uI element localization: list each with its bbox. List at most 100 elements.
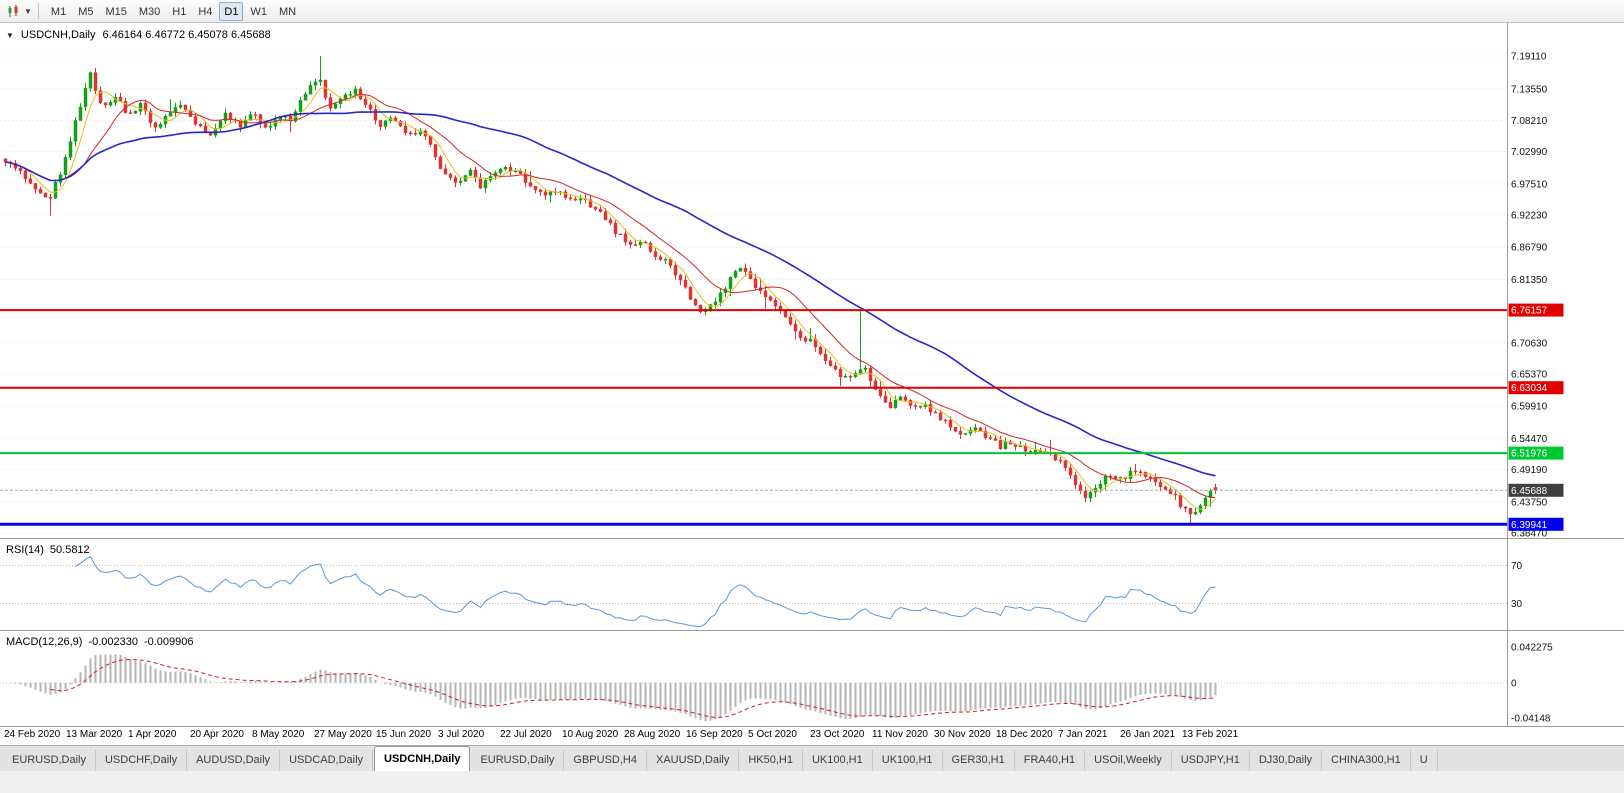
date-tick-label: 13 Mar 2020 [66, 729, 123, 740]
macd-signal-line [50, 658, 1216, 718]
price-tick-label: 6.54470 [1511, 434, 1548, 445]
bid-price-badge-label: 6.45688 [1511, 486, 1548, 497]
panel-dividers [0, 538, 1624, 727]
date-tick-label: 30 Nov 2020 [934, 729, 991, 740]
tab-15-dj30-daily[interactable]: DJ30,Daily [1249, 750, 1323, 771]
timeframe-button-m1[interactable]: M1 [50, 5, 67, 18]
macd-histogram [9, 654, 1217, 721]
bottom-strip [0, 771, 1624, 793]
ma-13-line [5, 93, 1216, 499]
rsi-level-70: 70 [1511, 561, 1523, 572]
date-tick-label: 1 Apr 2020 [128, 729, 177, 740]
price-gridlines [0, 55, 1507, 534]
price-tick-label: 6.92230 [1511, 211, 1548, 222]
date-tick-label: 7 Jan 2021 [1058, 729, 1108, 740]
mini-candles-icon [8, 4, 18, 17]
ma-45-line [5, 111, 1216, 477]
tab-2-audusd-daily[interactable]: AUDUSD,Daily [187, 750, 281, 771]
price-tick-label: 7.19110 [1511, 52, 1547, 63]
price-tick-label: 7.13550 [1511, 84, 1548, 95]
macd-axis-label: 0.042275 [1511, 643, 1553, 654]
macd-panel: 0.042275 0 -0.04148 [0, 643, 1553, 725]
price-tick-label: 6.59910 [1511, 402, 1548, 413]
toolbar-separator [37, 3, 39, 19]
chart-canvas[interactable]: 70 30 0.042275 0 -0.04148 7.19110 7.13550 7.082… [0, 23, 1624, 745]
down-candle-wicks [5, 67, 1216, 524]
price-tick-label: 6.49190 [1511, 465, 1548, 476]
horizontal-level-lines[interactable] [0, 309, 1507, 526]
ma-5-line [5, 87, 1216, 510]
chart-tabs: EURUSD,Daily USDCHF,Daily AUDUSD,Daily USDC… [0, 745, 1624, 771]
date-tick-label: 15 Jun 2020 [376, 729, 431, 740]
chart-window[interactable]: 70 30 0.042275 0 -0.04148 7.19110 7.13550 7.082… [0, 23, 1624, 745]
tab-13-usoil-weekly[interactable]: USOil,Weekly [1085, 750, 1172, 771]
price-tick-label: 6.97510 [1511, 179, 1548, 190]
up-candle-bodies [53, 72, 1213, 515]
level-6.39941-badge-label: 6.39941 [1511, 520, 1548, 531]
date-tick-label: 23 Oct 2020 [810, 729, 865, 740]
date-tick-label: 27 May 2020 [314, 729, 372, 740]
date-tick-label: 10 Aug 2020 [562, 729, 619, 740]
rsi-level-30: 30 [1511, 599, 1523, 610]
timeframe-button-h1[interactable]: H1 [172, 5, 187, 18]
date-tick-label: 18 Dec 2020 [996, 729, 1053, 740]
level-6.63034-badge-label: 6.63034 [1511, 383, 1548, 394]
price-axis[interactable]: 7.19110 7.13550 7.08210 7.02990 6.97510 6.922… [1507, 23, 1564, 726]
date-tick-label: 3 Jul 2020 [438, 729, 485, 740]
tab-4-usdcnh-daily[interactable]: USDCNH,Daily [374, 746, 471, 771]
tab-10-uk100-h1[interactable]: UK100,H1 [872, 750, 943, 771]
tab-5-eurusd-daily[interactable]: EURUSD,Daily [471, 750, 565, 771]
chart-type-dropdown-icon[interactable]: ▼ [24, 6, 32, 16]
tab-14-usdjpy-h1[interactable]: USDJPY,H1 [1171, 750, 1250, 771]
chart-type-icon[interactable] [6, 4, 22, 18]
date-tick-label: 5 Oct 2020 [748, 729, 797, 740]
tab-17-u[interactable]: U [1410, 750, 1438, 771]
level-6.76157-badge [1508, 303, 1564, 317]
timeframe-button-w1[interactable]: W1 [250, 5, 267, 18]
tab-0-eurusd-daily[interactable]: EURUSD,Daily [3, 750, 96, 771]
timeframe-button-mn[interactable]: MN [278, 5, 297, 18]
level-6.51976-badge [1508, 446, 1564, 460]
price-tick-label: 7.02990 [1511, 147, 1548, 158]
date-tick-label: 24 Feb 2020 [4, 729, 61, 740]
tab-1-usdchf-daily[interactable]: USDCHF,Daily [95, 750, 188, 771]
tab-16-china300-h1[interactable]: CHINA300,H1 [1322, 750, 1411, 771]
tab-11-ger30-h1[interactable]: GER30,H1 [942, 750, 1015, 771]
rsi-line [75, 556, 1216, 628]
macd-axis-label: -0.04148 [1511, 714, 1551, 725]
timeframe-button-m5[interactable]: M5 [78, 5, 94, 18]
level-6.51976-badge-label: 6.51976 [1511, 449, 1548, 460]
moving-averages [5, 87, 1216, 510]
price-tick-label: 6.70630 [1511, 338, 1548, 349]
bid-price-badge [1508, 483, 1564, 497]
rsi-panel: 70 30 [0, 556, 1523, 628]
date-tick-label: 26 Jan 2021 [1120, 729, 1175, 740]
tab-7-xauusd-daily[interactable]: XAUUSD,Daily [646, 750, 740, 771]
tab-12-fra40-h1[interactable]: FRA40,H1 [1014, 750, 1086, 771]
time-axis[interactable]: 24 Feb 2020 13 Mar 2020 1 Apr 2020 20 Apr 2… [4, 729, 1239, 740]
level-6.39941-badge [1508, 517, 1564, 531]
one-click-trading-toggle-icon[interactable]: ▼ [6, 30, 14, 40]
date-tick-label: 11 Nov 2020 [872, 729, 928, 740]
timeframe-button-d1[interactable]: D1 [219, 1, 244, 21]
timeframe-button-h4[interactable]: H4 [198, 5, 213, 18]
timeframe-buttons: M1 M5 M15 M30 H1 H4 D1 W1 MN [45, 1, 302, 21]
date-tick-label: 22 Jul 2020 [500, 729, 552, 740]
date-tick-label: 13 Feb 2021 [1182, 729, 1239, 740]
tab-6-gbpusd-h4[interactable]: GBPUSD,H4 [564, 750, 647, 771]
price-tick-label: 6.65370 [1511, 369, 1548, 380]
level-6.76157-badge-label: 6.76157 [1511, 306, 1548, 317]
date-tick-label: 20 Apr 2020 [190, 729, 244, 740]
date-tick-label: 16 Sep 2020 [686, 729, 743, 740]
timeframe-toolbar: ▼ M1 M5 M15 M30 H1 H4 D1 W1 MN [0, 0, 1624, 23]
price-tick-label: 6.81350 [1511, 275, 1548, 286]
price-tick-label: 6.38470 [1511, 529, 1548, 540]
level-6.63034-badge [1508, 381, 1564, 395]
tab-3-usdcad-daily[interactable]: USDCAD,Daily [280, 750, 374, 771]
timeframe-button-m15[interactable]: M15 [105, 5, 127, 18]
tab-9-uk100-h1[interactable]: UK100,H1 [802, 750, 873, 771]
timeframe-button-m30[interactable]: M30 [138, 5, 161, 18]
tab-8-hk50-h1[interactable]: HK50,H1 [739, 750, 803, 771]
price-tick-label: 6.86790 [1511, 243, 1548, 254]
